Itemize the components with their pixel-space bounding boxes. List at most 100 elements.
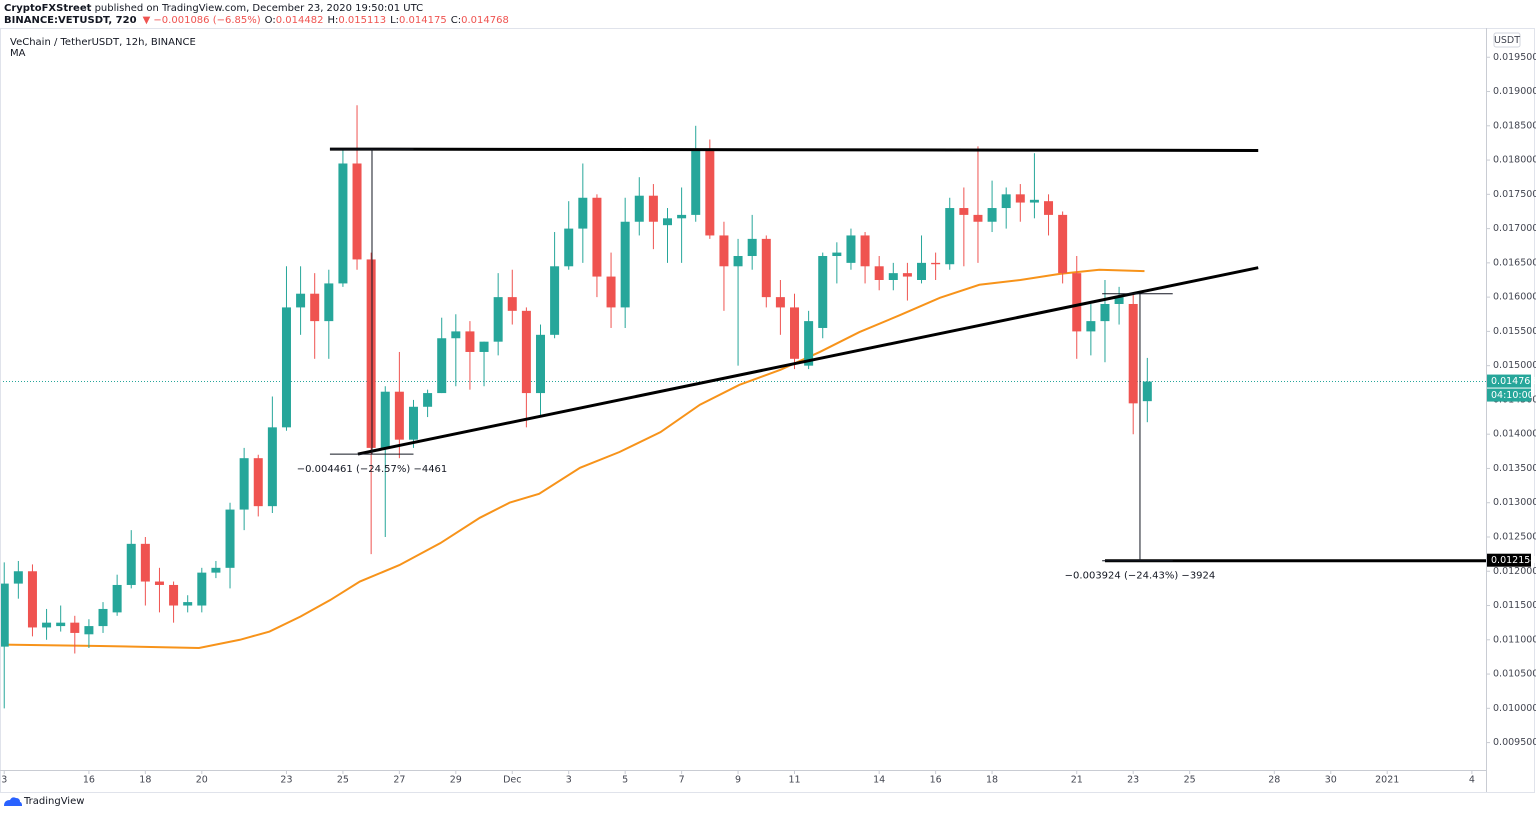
- candle-body: [564, 228, 574, 267]
- candle-body: [56, 622, 66, 627]
- x-tick-label: 25: [1184, 775, 1196, 786]
- x-tick-label: 7: [679, 775, 685, 786]
- candle-body: [578, 197, 588, 229]
- x-tick-label: 23: [1127, 775, 1139, 786]
- y-tick-label: 0.013500: [1493, 463, 1536, 474]
- candle-body: [1072, 273, 1082, 332]
- x-tick-label: 9: [735, 775, 741, 786]
- candle-body: [1100, 303, 1110, 322]
- logo-icon: [4, 797, 22, 806]
- last-price-label: 0.014768: [1491, 376, 1536, 387]
- candle-body: [902, 273, 912, 277]
- candle-body: [27, 571, 37, 628]
- candle-body: [126, 543, 136, 585]
- y-tick-label: 0.010000: [1493, 703, 1536, 714]
- candle-body: [253, 458, 263, 507]
- x-tick-label: 5: [622, 775, 628, 786]
- candle-body: [197, 572, 207, 606]
- y-tick-label: 0.017500: [1493, 189, 1536, 200]
- plot: [1, 105, 1486, 709]
- candle-body: [634, 195, 644, 222]
- x-tick-label: 16: [930, 775, 942, 786]
- candle-body: [733, 256, 743, 267]
- y-tick-label: 0.016500: [1493, 257, 1536, 268]
- x-tick-label: 4: [1469, 775, 1475, 786]
- candle-body: [324, 283, 334, 322]
- currency-box[interactable]: [1493, 32, 1521, 48]
- candle-body: [761, 238, 771, 298]
- candle-body: [945, 208, 955, 265]
- candle-body: [1128, 303, 1138, 404]
- candle-body: [535, 334, 545, 394]
- x-tick-label: Dec: [503, 775, 521, 786]
- candle-body: [352, 163, 362, 260]
- symbol-line: BINANCE:VETUSDT, 720 ▼ −0.001086 (−6.85%)…: [4, 15, 509, 26]
- candle-body: [479, 341, 489, 352]
- y-tick-label: 0.011000: [1493, 634, 1536, 645]
- x-tick-label: 14: [873, 775, 885, 786]
- x-tick-label: 18: [986, 775, 998, 786]
- currency[interactable]: USDT: [1494, 35, 1520, 46]
- candle-body: [112, 584, 122, 613]
- close-value: 0.014768: [461, 15, 509, 26]
- candle-body: [84, 626, 94, 635]
- tradingview-logo: TradingView: [4, 796, 84, 807]
- candle-body: [691, 149, 701, 215]
- low-value: 0.014175: [399, 15, 447, 26]
- candle-body: [987, 208, 997, 222]
- candle-body: [832, 252, 842, 257]
- x-tick-label: 23: [280, 775, 292, 786]
- high-value: 0.015113: [338, 15, 386, 26]
- target-price-label: 0.012154: [1491, 555, 1536, 566]
- candle-body: [719, 235, 729, 267]
- candle-body: [1015, 194, 1025, 203]
- candle-body: [846, 235, 856, 263]
- y-tick-label: 0.015500: [1493, 326, 1536, 337]
- x-tick-label: 27: [393, 775, 405, 786]
- measure-label: −0.004461 (−24.57%) −4461: [297, 464, 448, 475]
- candle-body: [169, 584, 179, 606]
- candle-body: [1058, 214, 1068, 274]
- y-tick-label: 0.015000: [1493, 360, 1536, 371]
- candle-body: [1029, 199, 1039, 203]
- candle-body: [408, 406, 418, 440]
- author: CryptoFXStreet: [4, 3, 92, 14]
- candle-body: [973, 214, 983, 222]
- candle-body: [521, 310, 531, 394]
- candle-body: [239, 458, 249, 510]
- candle-body: [267, 427, 277, 507]
- trend-line: [329, 147, 1259, 152]
- x-tick-label: 21: [1071, 775, 1083, 786]
- candle-body: [70, 622, 80, 633]
- countdown-box: [1487, 388, 1531, 402]
- x-tick-label: 3: [1, 775, 7, 786]
- y-tick-label: 0.010500: [1493, 669, 1536, 680]
- candle-body: [42, 622, 52, 628]
- y-tick-label: 0.018500: [1493, 120, 1536, 131]
- candle-body: [437, 338, 447, 394]
- open-value: 0.014482: [276, 15, 324, 26]
- candle-body: [959, 208, 969, 215]
- candle-body: [507, 297, 517, 311]
- candle-body: [592, 197, 602, 277]
- symbol: BINANCE:VETUSDT, 720: [4, 15, 137, 26]
- candle-body: [1001, 194, 1011, 209]
- candle-body: [1142, 381, 1152, 402]
- candle-body: [790, 307, 800, 359]
- ma-line: [4, 268, 1145, 650]
- candle-body: [663, 218, 673, 226]
- y-tick-label: 0.017000: [1493, 223, 1536, 234]
- x-tick-label: 28: [1268, 775, 1280, 786]
- y-tick-label: 0.016000: [1493, 292, 1536, 303]
- candle-body: [931, 262, 941, 265]
- high-label: H:: [327, 15, 338, 26]
- x-tick-label: 2021: [1375, 775, 1399, 786]
- x-tick-label: 11: [788, 775, 800, 786]
- trend-line: [357, 266, 1259, 456]
- candle-body: [874, 266, 884, 280]
- candle-body: [775, 297, 785, 308]
- candle-body: [211, 567, 221, 573]
- candle-body: [281, 307, 291, 428]
